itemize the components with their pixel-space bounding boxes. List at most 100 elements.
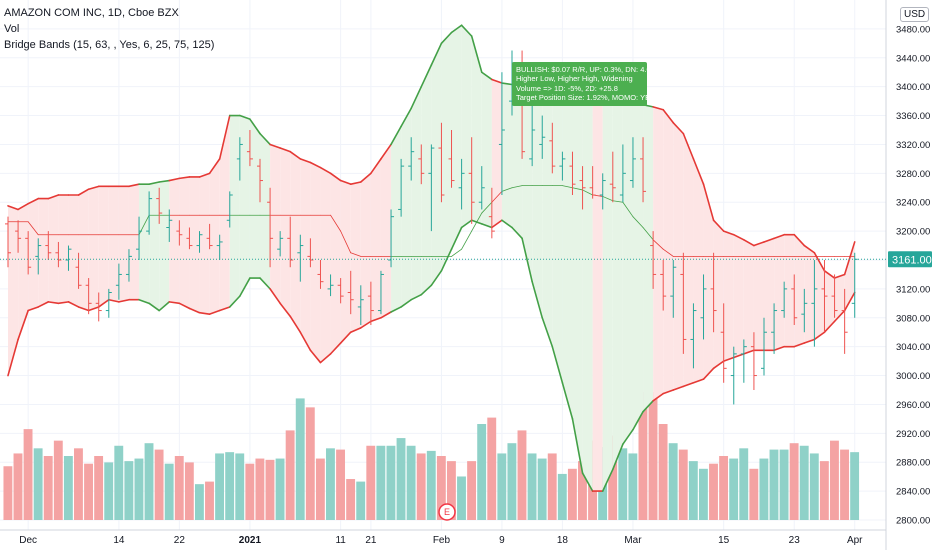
middle-band xyxy=(632,216,644,228)
lower-band xyxy=(118,298,130,303)
volume-bar xyxy=(174,456,184,520)
ohlc-bar xyxy=(267,187,274,268)
volume-bar xyxy=(567,468,577,520)
upper-band xyxy=(178,176,191,180)
upper-band xyxy=(410,85,423,110)
lower-band xyxy=(712,360,725,370)
volume-bar xyxy=(467,461,477,520)
volume-bar xyxy=(295,398,305,520)
y-tick-label: 3240.00 xyxy=(896,198,930,209)
ohlc-bar xyxy=(377,270,384,315)
upper-band xyxy=(460,24,473,37)
ohlc-bar xyxy=(831,274,838,318)
band-fill xyxy=(824,270,835,333)
ohlc-bar xyxy=(640,137,647,203)
band-fill xyxy=(592,95,603,492)
x-tick-label: 14 xyxy=(113,535,125,546)
band-fill xyxy=(451,25,462,250)
lower-band xyxy=(521,237,533,283)
lower-band xyxy=(349,327,362,334)
earnings-marker[interactable]: E xyxy=(438,503,456,521)
ohlc-bar xyxy=(5,216,11,268)
currency-button[interactable]: USD xyxy=(900,7,930,22)
volume-bar xyxy=(124,461,134,520)
earnings-icon[interactable] xyxy=(438,503,456,521)
ohlc-bars xyxy=(5,50,858,405)
lower-band xyxy=(299,331,312,352)
y-axis[interactable]: 3480.00 3440.00 3400.00 3360.00 3320.00 3280.… xyxy=(885,0,932,550)
y-tick-label: 3360.00 xyxy=(896,111,930,122)
volume-bar xyxy=(94,456,104,520)
symbol-title[interactable]: AMAZON COM INC, 1D, Cboe BZX xyxy=(4,7,179,19)
lower-band xyxy=(692,378,705,384)
middle-band xyxy=(27,221,39,236)
volume-bar xyxy=(608,435,618,520)
band-fill xyxy=(260,133,271,289)
ohlc-bar xyxy=(105,288,112,318)
lower-band xyxy=(228,295,241,308)
upper-band xyxy=(662,108,675,124)
ohlc-bar xyxy=(95,292,102,322)
upper-band xyxy=(370,158,382,175)
ohlc-bar xyxy=(216,234,223,260)
volume-bar xyxy=(648,392,658,520)
ohlc-bar xyxy=(488,187,495,239)
lower-band xyxy=(511,226,523,240)
upper-band xyxy=(249,118,261,135)
volume-bar xyxy=(739,448,749,520)
upper-band xyxy=(168,177,181,182)
volume-bar xyxy=(194,484,204,520)
band-fill xyxy=(471,36,482,224)
upper-band xyxy=(319,166,332,175)
lower-band xyxy=(188,307,201,314)
lower-band xyxy=(793,342,806,348)
band-fill xyxy=(461,25,472,228)
y-tick-label: 3200.00 xyxy=(896,227,930,238)
volume-bar xyxy=(144,443,154,520)
lower-band xyxy=(541,316,554,348)
upper-band xyxy=(843,241,856,276)
volume-bar xyxy=(396,438,406,520)
volume-bar xyxy=(688,461,698,520)
ohlc-bar xyxy=(337,278,344,304)
ohlc-bar xyxy=(478,166,485,210)
ohlc-bar xyxy=(791,274,798,325)
lower-band xyxy=(168,301,181,305)
band-fill xyxy=(562,93,573,419)
ohlc-bar xyxy=(176,220,183,246)
volume-bar xyxy=(840,449,849,520)
ohlc-bar xyxy=(609,151,616,203)
volume-bar xyxy=(628,453,638,520)
middle-band xyxy=(582,189,594,196)
volume-bar xyxy=(336,449,345,520)
middle-band xyxy=(511,185,523,189)
band-fill xyxy=(794,234,805,347)
y-tick-label: 3080.00 xyxy=(896,313,930,324)
volume-bar xyxy=(63,456,73,520)
upper-band xyxy=(470,35,483,74)
upper-band xyxy=(390,125,402,146)
ohlc-bar xyxy=(25,231,32,275)
lower-band xyxy=(400,298,413,308)
volume-legend[interactable]: Vol xyxy=(4,23,20,35)
upper-band xyxy=(491,78,503,84)
volume-bar xyxy=(698,468,708,520)
lower-band xyxy=(208,309,221,315)
middle-band xyxy=(602,196,614,202)
volume-bar xyxy=(376,445,386,520)
lower-band xyxy=(289,315,302,334)
band-fill xyxy=(340,180,351,344)
volume-bar xyxy=(184,462,194,520)
ohlc-bar xyxy=(710,252,717,333)
band-fill xyxy=(622,101,633,445)
volume-bars xyxy=(3,392,860,520)
y-tick-label: 2800.00 xyxy=(896,516,930,527)
volume-bar xyxy=(779,449,789,520)
lower-band xyxy=(632,410,644,431)
upper-band xyxy=(380,143,392,160)
band-fill xyxy=(491,79,502,228)
indicator-legend[interactable]: Bridge Bands (15, 63, , Yes, 6, 25, 75, … xyxy=(4,39,215,51)
volume-bar xyxy=(215,453,225,520)
ohlc-bar xyxy=(801,288,808,333)
lower-band xyxy=(47,301,60,305)
